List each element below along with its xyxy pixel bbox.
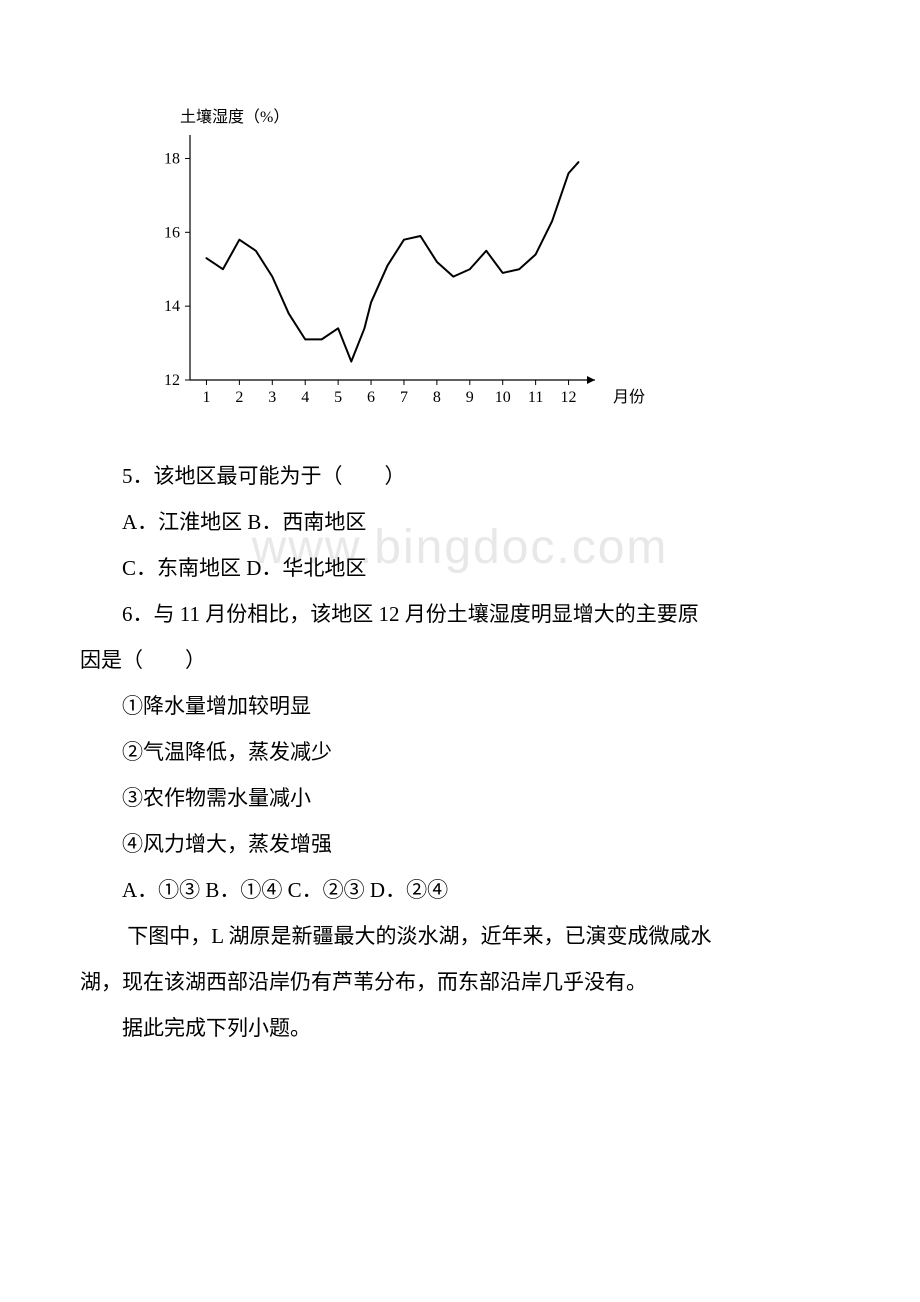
q6-opt4: ④风力增大，蒸发增强 [80, 823, 840, 865]
svg-text:月份: 月份 [613, 388, 645, 406]
svg-text:11: 11 [528, 389, 543, 406]
svg-text:2: 2 [235, 389, 243, 406]
svg-text:3: 3 [268, 389, 276, 406]
q6-answers: A．①③ B．①④ C．②③ D．②④ [80, 869, 840, 911]
q6-opt2: ②气温降低，蒸发减少 [80, 731, 840, 773]
svg-text:7: 7 [400, 389, 408, 406]
svg-text:9: 9 [466, 389, 474, 406]
q5-choice-ab: A．江淮地区 B．西南地区 [80, 501, 840, 543]
passage-line2: 湖，现在该湖西部沿岸仍有芦苇分布，而东部沿岸几乎没有。 [80, 961, 840, 1003]
passage-line1: 下图中，L 湖原是新疆最大的淡水湖，近年来，已演变成微咸水 [80, 915, 840, 957]
svg-text:14: 14 [164, 298, 180, 315]
passage-line1-text: 下图中，L 湖原是新疆最大的淡水湖，近年来，已演变成微咸水 [127, 924, 711, 948]
chart-svg: 土壤湿度（%）12141618123456789101112月份 [135, 100, 645, 420]
q6-opt1: ①降水量增加较明显 [80, 685, 840, 727]
svg-text:18: 18 [164, 150, 180, 167]
soil-moisture-chart: 土壤湿度（%）12141618123456789101112月份 [135, 100, 840, 425]
q6-opt3: ③农作物需水量减小 [80, 777, 840, 819]
q5-stem: 5．该地区最可能为于（ ） [80, 455, 840, 497]
passage-instruction: 据此完成下列小题。 [80, 1007, 840, 1049]
document-content: 土壤湿度（%）12141618123456789101112月份 5．该地区最可… [80, 100, 840, 1049]
svg-text:12: 12 [561, 389, 577, 406]
svg-text:6: 6 [367, 389, 375, 406]
svg-text:5: 5 [334, 389, 342, 406]
svg-text:10: 10 [495, 389, 511, 406]
svg-text:8: 8 [433, 389, 441, 406]
q5-choice-cd: C．东南地区 D．华北地区 [80, 547, 840, 589]
svg-text:1: 1 [202, 389, 210, 406]
svg-text:土壤湿度（%）: 土壤湿度（%） [180, 107, 289, 126]
svg-text:12: 12 [164, 372, 180, 389]
q6-stem-line2: 因是（ ） [80, 639, 840, 681]
svg-text:16: 16 [164, 224, 180, 241]
q6-stem-line1: 6．与 11 月份相比，该地区 12 月份土壤湿度明显增大的主要原 [80, 593, 840, 635]
svg-text:4: 4 [301, 389, 309, 406]
